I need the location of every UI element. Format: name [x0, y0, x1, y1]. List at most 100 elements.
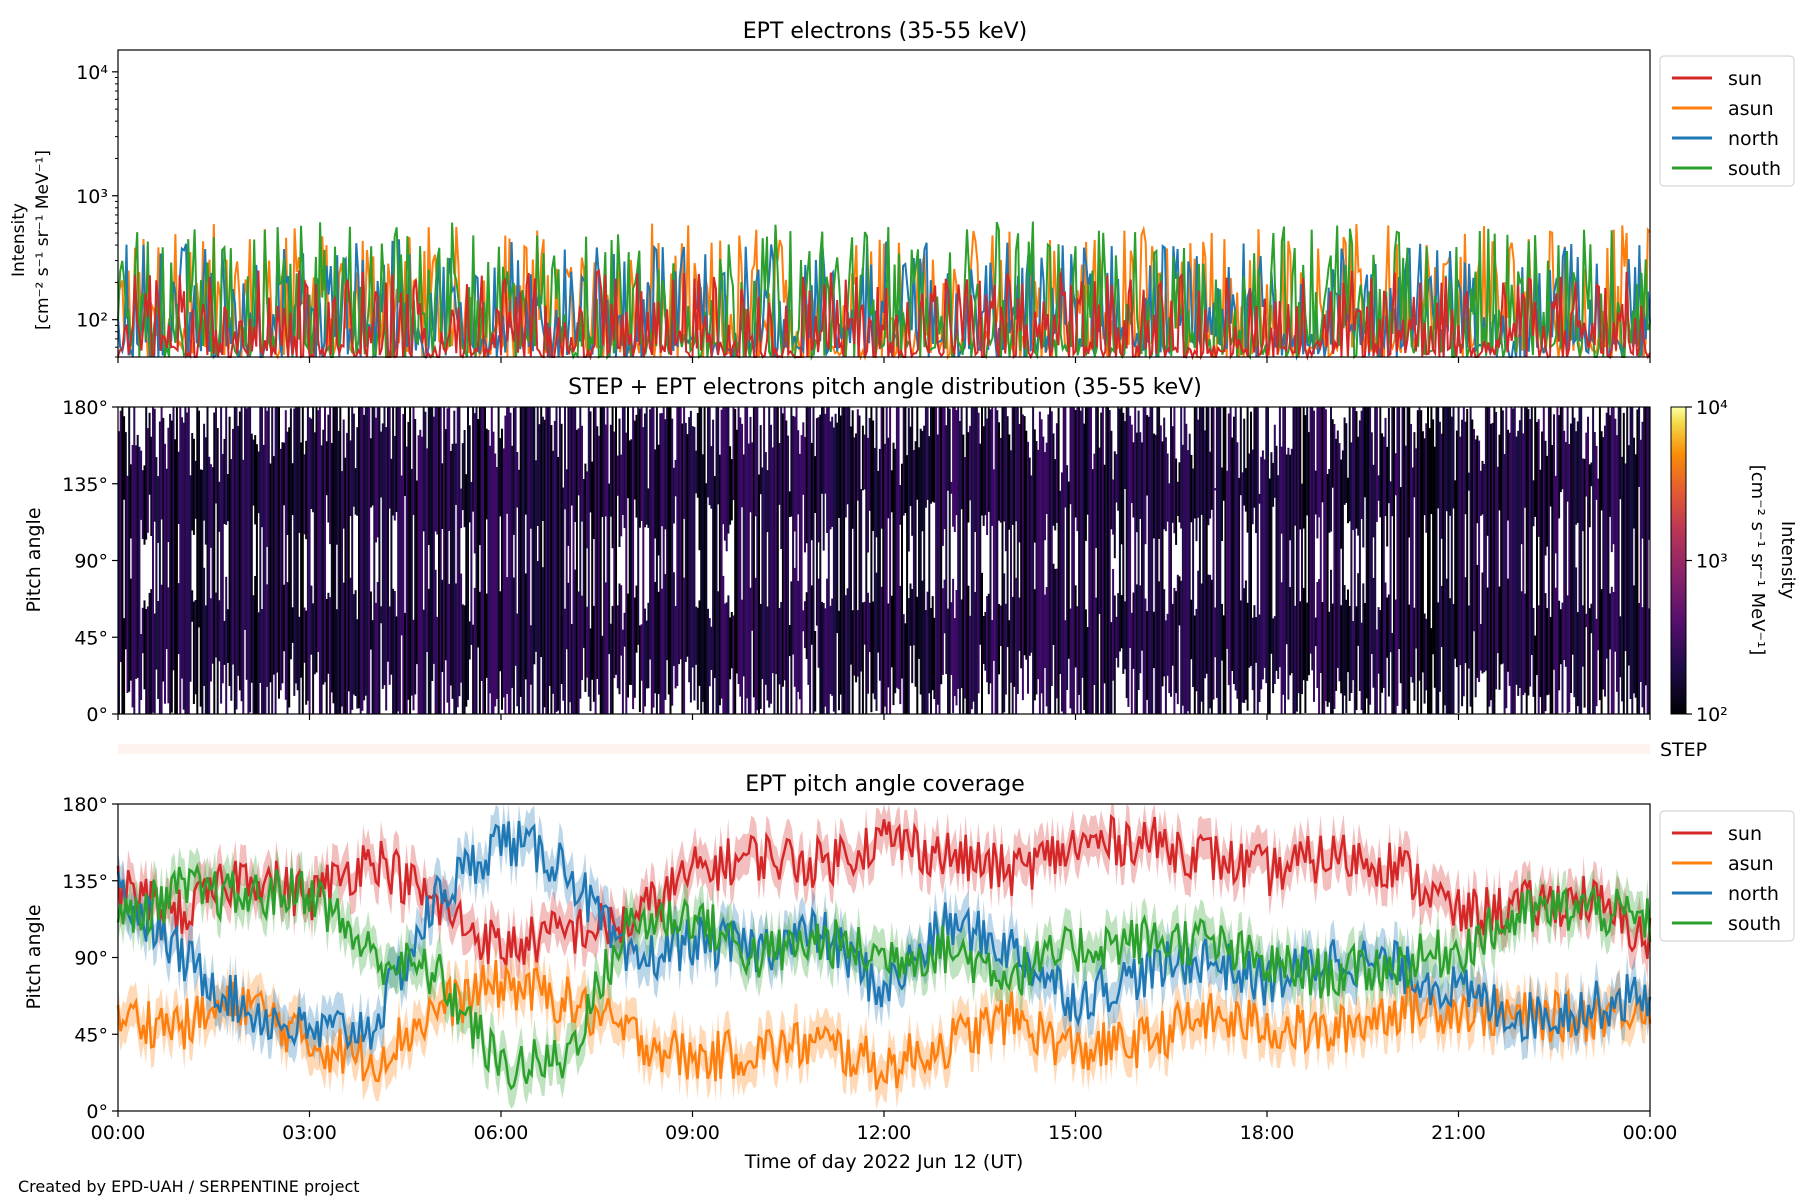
heatmap-cell [819, 414, 822, 714]
heatmap-cell [192, 438, 195, 535]
heatmap-cell [1486, 407, 1489, 536]
heatmap-cell [759, 603, 762, 709]
heatmap-cell [749, 416, 752, 513]
heatmap-cell [358, 407, 360, 709]
heatmap-cell [1052, 563, 1055, 645]
heatmap-cell [446, 408, 449, 703]
heatmap-cell [1638, 407, 1641, 487]
heatmap-cell [272, 456, 275, 675]
heatmap-cell [1062, 407, 1065, 714]
heatmap-cell [1583, 458, 1586, 708]
heatmap-cell [872, 420, 875, 531]
heatmap-cell [1278, 407, 1281, 668]
heatmap-cell [545, 407, 548, 714]
heatmap-cell [375, 602, 377, 714]
heatmap-cell [1384, 582, 1387, 714]
heatmap-cell [606, 407, 609, 714]
heatmap-cell [1525, 407, 1528, 714]
heatmap-cell [836, 422, 839, 634]
heatmap-cell [167, 587, 170, 704]
heatmap-cell [170, 420, 173, 713]
heatmap-cell [529, 625, 532, 685]
heatmap-cell [278, 407, 280, 699]
heatmap-cell [1411, 467, 1414, 683]
heatmap-cell [969, 425, 972, 501]
heatmap-cell [763, 407, 766, 714]
heatmap-cell [674, 459, 677, 497]
heatmap-cell [148, 412, 151, 495]
heatmap-cell [625, 432, 628, 714]
heatmap-cell [259, 407, 262, 683]
heatmap-cell [1115, 454, 1118, 503]
heatmap-cell [564, 407, 566, 510]
heatmap-cell [507, 407, 510, 714]
heatmap-cell [587, 407, 590, 697]
heatmap-cell [861, 425, 864, 491]
heatmap-cell [1539, 469, 1542, 698]
heatmap-cell [187, 407, 190, 714]
heatmap-cell [252, 439, 255, 506]
heatmap-cell [404, 407, 406, 496]
x-tick-label: 09:00 [665, 1122, 720, 1144]
heatmap-cell [1180, 580, 1183, 714]
heatmap-cell [844, 595, 847, 714]
heatmap-cell [661, 413, 663, 527]
heatmap-cell [538, 424, 541, 714]
heatmap-cell [1129, 415, 1132, 648]
heatmap-cell [335, 609, 338, 714]
heatmap-cell [1575, 567, 1578, 714]
heatmap-cell [1633, 437, 1635, 529]
heatmap-cell [518, 469, 520, 714]
heatmap-cell [1217, 407, 1220, 714]
heatmap-cell [884, 443, 886, 707]
heatmap-cell [947, 608, 949, 714]
heatmap-cell [1142, 407, 1145, 714]
heatmap-cell [1243, 418, 1246, 506]
heatmap-cell [792, 415, 795, 655]
heatmap-cell [832, 427, 835, 712]
heatmap-cell [1621, 456, 1624, 702]
panel3-frame [117, 803, 1651, 1112]
heatmap-cell [286, 431, 289, 535]
heatmap-cell [655, 407, 658, 714]
heatmap-cell [841, 407, 844, 714]
heatmap-cell [1467, 605, 1470, 669]
heatmap-cell [402, 413, 405, 714]
heatmap-cell [1290, 448, 1293, 674]
heatmap-cell [1067, 481, 1070, 659]
heatmap-cell [1345, 599, 1348, 714]
heatmap-cell [943, 407, 946, 530]
heatmap-cell [341, 471, 343, 707]
heatmap-cell [570, 624, 573, 714]
heatmap-cell [1353, 407, 1356, 714]
heatmap-cell [1275, 445, 1278, 671]
heatmap-cell [310, 585, 313, 655]
heatmap-cell [1052, 433, 1055, 526]
heatmap-cell [1375, 407, 1378, 522]
heatmap-cell [378, 407, 381, 714]
heatmap-cell [1277, 475, 1280, 679]
heatmap-cell [754, 577, 757, 714]
heatmap-cell [310, 418, 313, 509]
heatmap-cell [291, 463, 294, 516]
heatmap-cell [633, 420, 636, 500]
heatmap-cell [725, 407, 728, 552]
heatmap-cell [376, 582, 379, 714]
heatmap-cell [695, 606, 698, 665]
heatmap-cell [1498, 434, 1501, 511]
heatmap-cell [1358, 420, 1361, 691]
heatmap-cell [1348, 606, 1351, 701]
heatmap-cell [140, 634, 143, 700]
heatmap-cell [1113, 595, 1116, 714]
heatmap-cell [179, 407, 182, 714]
heatmap-cell [354, 590, 357, 696]
heatmap-cell [1387, 408, 1390, 504]
heatmap-cell [1563, 430, 1566, 661]
heatmap-cell [424, 411, 427, 714]
heatmap-cell [1287, 447, 1290, 700]
heatmap-cell [143, 600, 146, 690]
heatmap-cell [739, 417, 742, 697]
heatmap-cell [220, 407, 223, 704]
heatmap-cell [950, 481, 953, 494]
heatmap-cell [785, 420, 788, 714]
